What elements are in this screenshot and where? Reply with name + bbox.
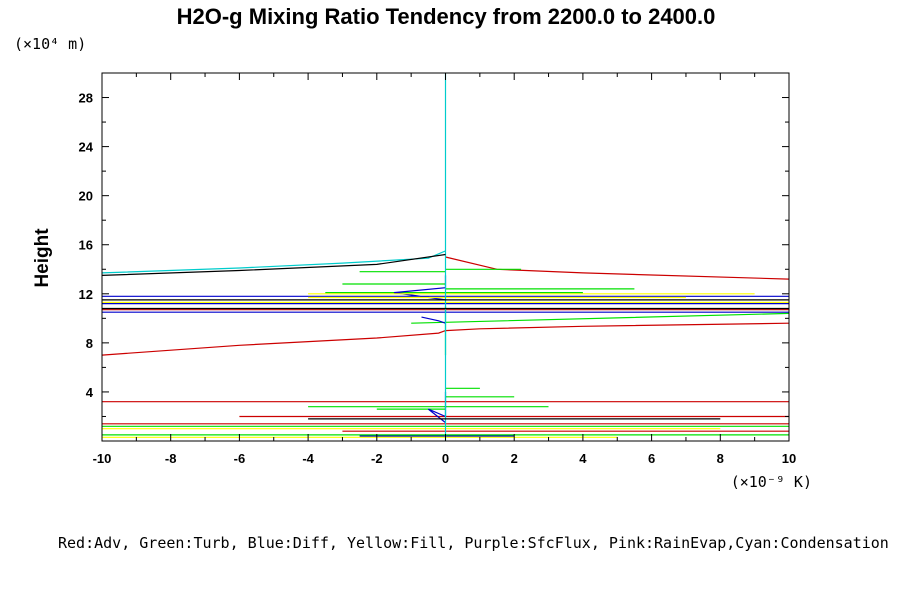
x-tick-label: -10 — [93, 451, 112, 466]
x-tick-label: -6 — [234, 451, 246, 466]
x-tick-label: -8 — [165, 451, 177, 466]
y-units-label: (×10⁴ m) — [14, 35, 86, 53]
x-units-label: (×10⁻⁹ K) — [731, 473, 812, 491]
y-tick-label: 8 — [86, 336, 93, 351]
series-line-condensation — [101, 73, 447, 441]
y-tick-label: 20 — [79, 189, 93, 204]
series-line-black — [101, 253, 789, 420]
x-tick-label: 6 — [648, 451, 655, 466]
series-layer — [101, 73, 790, 441]
y-tick-label: 12 — [79, 287, 93, 302]
y-axis-label: Height — [32, 228, 53, 288]
y-tick-label: 28 — [79, 91, 93, 106]
chart-title: H2O-g Mixing Ratio Tendency from 2200.0 … — [177, 4, 716, 29]
y-tick-label: 24 — [79, 140, 94, 155]
x-tick-label: 4 — [579, 451, 587, 466]
x-tick-label: 2 — [511, 451, 518, 466]
x-tick-label: 0 — [442, 451, 449, 466]
x-tick-label: -4 — [302, 451, 314, 466]
legend-text: Red:Adv, Green:Turb, Blue:Diff, Yellow:F… — [58, 534, 889, 552]
x-tick-label: 10 — [782, 451, 796, 466]
x-tick-label: 8 — [717, 451, 724, 466]
y-tick-label: 4 — [86, 385, 94, 400]
x-tick-label: -2 — [371, 451, 383, 466]
y-tick-label: 16 — [79, 238, 93, 253]
